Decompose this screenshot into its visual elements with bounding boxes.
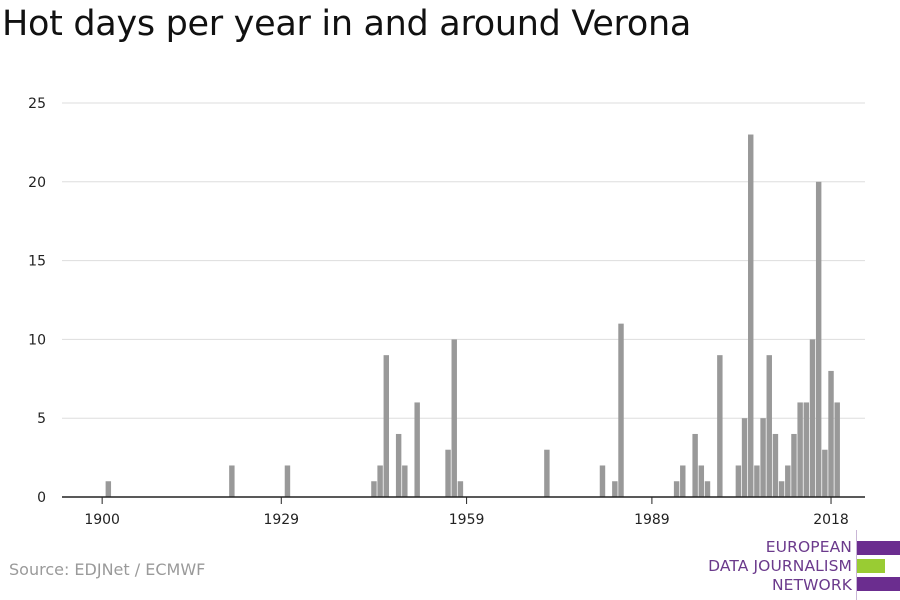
y-tick-label: 0 bbox=[37, 490, 46, 506]
edjnet-logo[interactable]: EUROPEAN DATA JOURNALISM NETWORK bbox=[700, 530, 900, 600]
bar-1996 bbox=[692, 433, 698, 497]
bar-2003 bbox=[735, 465, 742, 497]
y-tick-label: 25 bbox=[28, 96, 46, 112]
bar-1997 bbox=[698, 465, 705, 497]
bar-1983 bbox=[612, 481, 618, 497]
bar-2018 bbox=[828, 370, 834, 497]
gridlines bbox=[62, 102, 865, 419]
bar-2008 bbox=[766, 355, 772, 497]
bar-2000 bbox=[717, 355, 723, 497]
bar-1948 bbox=[395, 433, 402, 497]
bar-1984 bbox=[618, 323, 624, 497]
x-tick-label: 2018 bbox=[813, 512, 849, 528]
bar-2005 bbox=[748, 134, 754, 497]
bar-2011 bbox=[785, 465, 791, 497]
x-tick-label: 1959 bbox=[449, 512, 485, 528]
y-tick-label: 20 bbox=[28, 175, 46, 191]
bar-2012 bbox=[791, 433, 797, 497]
bar-1993 bbox=[673, 481, 680, 497]
bar-1945 bbox=[377, 465, 383, 497]
y-tick-label: 5 bbox=[37, 411, 46, 427]
bar-1944 bbox=[371, 481, 377, 497]
bar-1958 bbox=[457, 481, 464, 497]
bar-1946 bbox=[383, 355, 390, 497]
bar-2010 bbox=[778, 481, 785, 497]
logo-divider bbox=[856, 530, 857, 600]
bar-2014 bbox=[803, 402, 810, 497]
logo-bar-purple-bottom bbox=[857, 577, 900, 591]
bar-2009 bbox=[772, 433, 779, 497]
bar-2019 bbox=[834, 402, 840, 497]
bar-2015 bbox=[809, 339, 816, 497]
bar-1956 bbox=[445, 449, 451, 497]
bar-2016 bbox=[815, 181, 822, 498]
bar-1998 bbox=[704, 481, 711, 497]
y-axis-ticks: 0 5 10 15 20 25 bbox=[28, 96, 46, 506]
bar-1972 bbox=[544, 449, 550, 497]
logo-text-network: NETWORK bbox=[771, 576, 852, 594]
y-tick-label: 10 bbox=[28, 332, 46, 348]
bar-1951 bbox=[414, 402, 420, 497]
source-note: Source: EDJNet / ECMWF bbox=[9, 560, 206, 579]
bar-chart: 0 5 10 15 20 25 1900 1929 1959 1989 2018 bbox=[28, 96, 865, 528]
logo-text-european: EUROPEAN bbox=[765, 538, 852, 556]
x-tick-label: 1900 bbox=[84, 512, 120, 528]
chart-title: Hot days per year in and around Verona bbox=[2, 4, 692, 44]
bar-2004 bbox=[741, 418, 748, 497]
bar-2013 bbox=[797, 402, 803, 497]
y-tick-label: 15 bbox=[28, 254, 46, 270]
bar-2006 bbox=[754, 465, 760, 497]
x-tick-label: 1989 bbox=[634, 512, 670, 528]
bar-1930 bbox=[284, 465, 291, 497]
bar-1981 bbox=[599, 465, 606, 497]
logo-bar-green bbox=[857, 559, 885, 573]
bar-1957 bbox=[451, 339, 457, 497]
bar-2017 bbox=[822, 449, 828, 497]
x-axis-ticks: 1900 1929 1959 1989 2018 bbox=[84, 497, 849, 528]
bar-1994 bbox=[680, 465, 686, 497]
bar-1901 bbox=[105, 481, 112, 497]
bar-1949 bbox=[402, 465, 408, 497]
bars bbox=[105, 134, 840, 498]
bar-1921 bbox=[229, 465, 235, 497]
bar-2007 bbox=[760, 418, 766, 497]
x-tick-label: 1929 bbox=[263, 512, 299, 528]
logo-bar-purple-top bbox=[857, 541, 900, 555]
logo-text-data-journalism: DATA JOURNALISM bbox=[708, 557, 852, 575]
